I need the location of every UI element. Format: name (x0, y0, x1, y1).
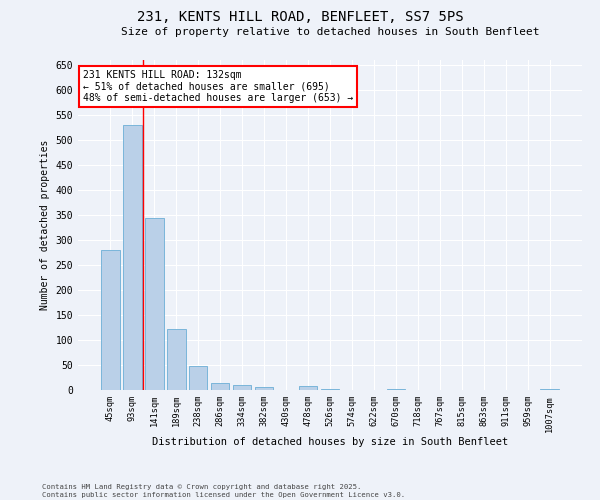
Bar (386, 388, 405, 390)
Bar (123, 125, 142, 390)
X-axis label: Distribution of detached houses by size in South Benfleet: Distribution of detached houses by size … (152, 437, 508, 447)
Text: 231 KENTS HILL ROAD: 132sqm
← 51% of detached houses are smaller (695)
48% of se: 231 KENTS HILL ROAD: 132sqm ← 51% of det… (83, 70, 353, 103)
Text: 231, KENTS HILL ROAD, BENFLEET, SS7 5PS: 231, KENTS HILL ROAD, BENFLEET, SS7 5PS (137, 10, 463, 24)
Bar (233, 385, 251, 390)
Bar (167, 328, 185, 390)
Bar (320, 388, 340, 390)
Bar (211, 382, 229, 390)
Bar (255, 387, 274, 390)
Bar (189, 366, 208, 390)
Bar (541, 389, 559, 390)
Y-axis label: Number of detached properties: Number of detached properties (40, 140, 50, 310)
Bar (145, 218, 164, 390)
Bar (101, 250, 119, 390)
Text: Contains HM Land Registry data © Crown copyright and database right 2025.
Contai: Contains HM Land Registry data © Crown c… (42, 484, 405, 498)
Title: Size of property relative to detached houses in South Benfleet: Size of property relative to detached ho… (121, 27, 539, 37)
Bar (299, 386, 317, 390)
